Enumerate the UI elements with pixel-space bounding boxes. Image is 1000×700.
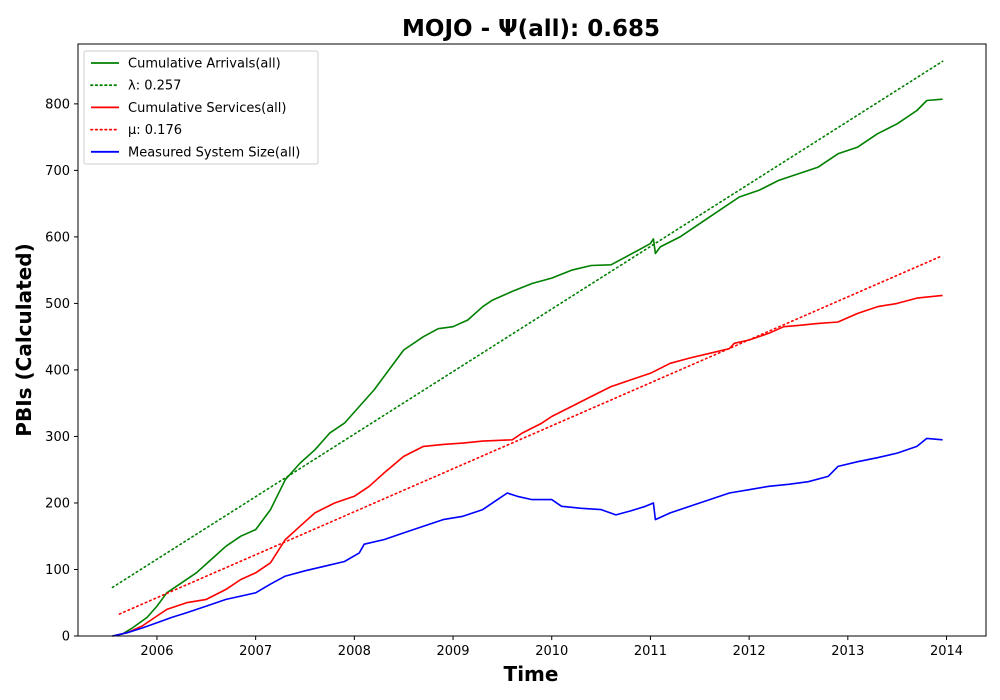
legend-box — [83, 50, 319, 165]
legend-label-2: Cumulative Services(all) — [128, 101, 286, 116]
legend-label-0: Cumulative Arrivals(all) — [128, 57, 281, 72]
y-tick-label-3: 300 — [45, 430, 70, 445]
series-line-4 — [112, 437, 943, 637]
x-tick-label-0: 2006 — [140, 644, 173, 659]
y-tick-label-2: 200 — [45, 496, 70, 511]
series-layer — [111, 60, 944, 637]
y-tick-label-0: 0 — [62, 630, 70, 645]
x-tick-label-1: 2007 — [239, 644, 272, 659]
y-tick-label-4: 400 — [45, 363, 70, 378]
x-tick-label-5: 2011 — [634, 644, 667, 659]
series-line-2 — [112, 294, 943, 637]
legend-label-4: Measured System Size(all) — [128, 145, 300, 160]
y-axis-title: PBIs (Calculated) — [12, 243, 36, 436]
plot-frame — [77, 43, 987, 637]
x-tick-label-8: 2014 — [930, 644, 963, 659]
y-tick-label-1: 100 — [45, 563, 70, 578]
x-tick-label-2: 2008 — [338, 644, 371, 659]
x-tick-label-6: 2012 — [733, 644, 766, 659]
tick-layer: 2006 2007 2008 2009 2010 2011 2012 2013 2014 0 100… — [45, 97, 963, 659]
legend-label-1: λ: 0.257 — [128, 79, 181, 94]
x-axis-title: Time — [504, 662, 559, 686]
series-line-3 — [118, 256, 941, 615]
y-tick-label-6: 600 — [45, 230, 70, 245]
series-line-0 — [112, 98, 943, 637]
legend: Cumulative Arrivals(all) λ: 0.257 Cumulati… — [83, 50, 319, 165]
legend-label-3: μ: 0.176 — [128, 123, 182, 138]
x-tick-label-3: 2009 — [436, 644, 469, 659]
y-tick-label-7: 700 — [45, 164, 70, 179]
x-tick-label-7: 2013 — [831, 644, 864, 659]
y-tick-label-5: 500 — [45, 297, 70, 312]
y-tick-label-8: 800 — [45, 97, 70, 112]
series-line-1 — [111, 60, 944, 589]
chart-title: MOJO - Ψ(all): 0.685 — [402, 16, 660, 42]
x-tick-label-4: 2010 — [535, 644, 568, 659]
